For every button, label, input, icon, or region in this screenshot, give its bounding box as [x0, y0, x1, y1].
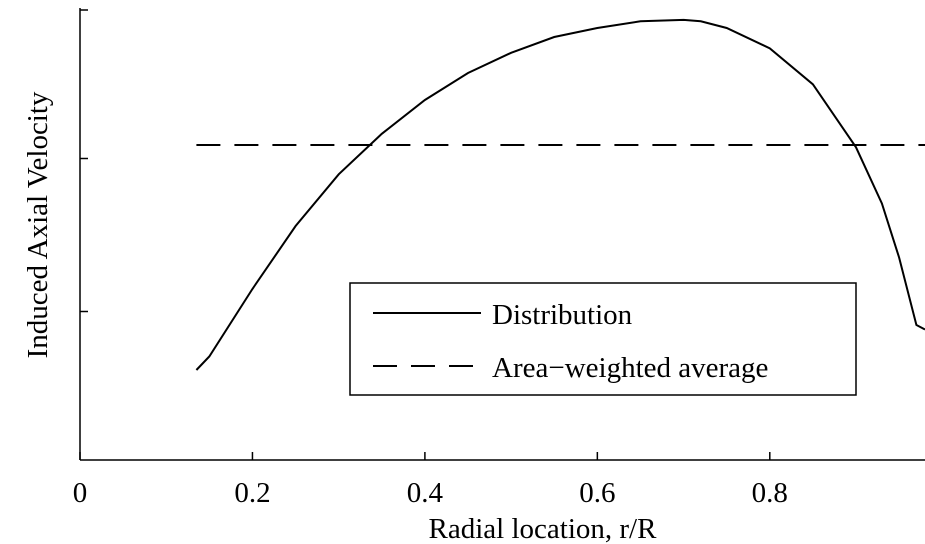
axes: 0 0.2 0.4 0.6 0.8 [73, 8, 925, 509]
x-tick-label: 0.6 [579, 477, 615, 509]
x-tick-label: 0.2 [234, 477, 270, 509]
legend-box [349, 282, 857, 396]
x-tick-label: 0 [73, 477, 88, 509]
series-layer [195, 18, 925, 371]
legend-label-distribution: Distribution [492, 299, 633, 331]
series-line-0 [195, 18, 925, 371]
x-axis-label: Radial location, r/R [429, 513, 658, 544]
legend-label-area-weighted-average: Area−weighted average [492, 352, 768, 384]
x-tick-label: 0.4 [407, 477, 444, 509]
x-tick-label: 0.8 [752, 477, 788, 509]
y-axis-label: Induced Axial Velocity [22, 91, 54, 358]
axis-labels: Radial location, r/R Induced Axial Veloc… [22, 91, 657, 544]
legend: Distribution Area−weighted average [349, 282, 857, 396]
